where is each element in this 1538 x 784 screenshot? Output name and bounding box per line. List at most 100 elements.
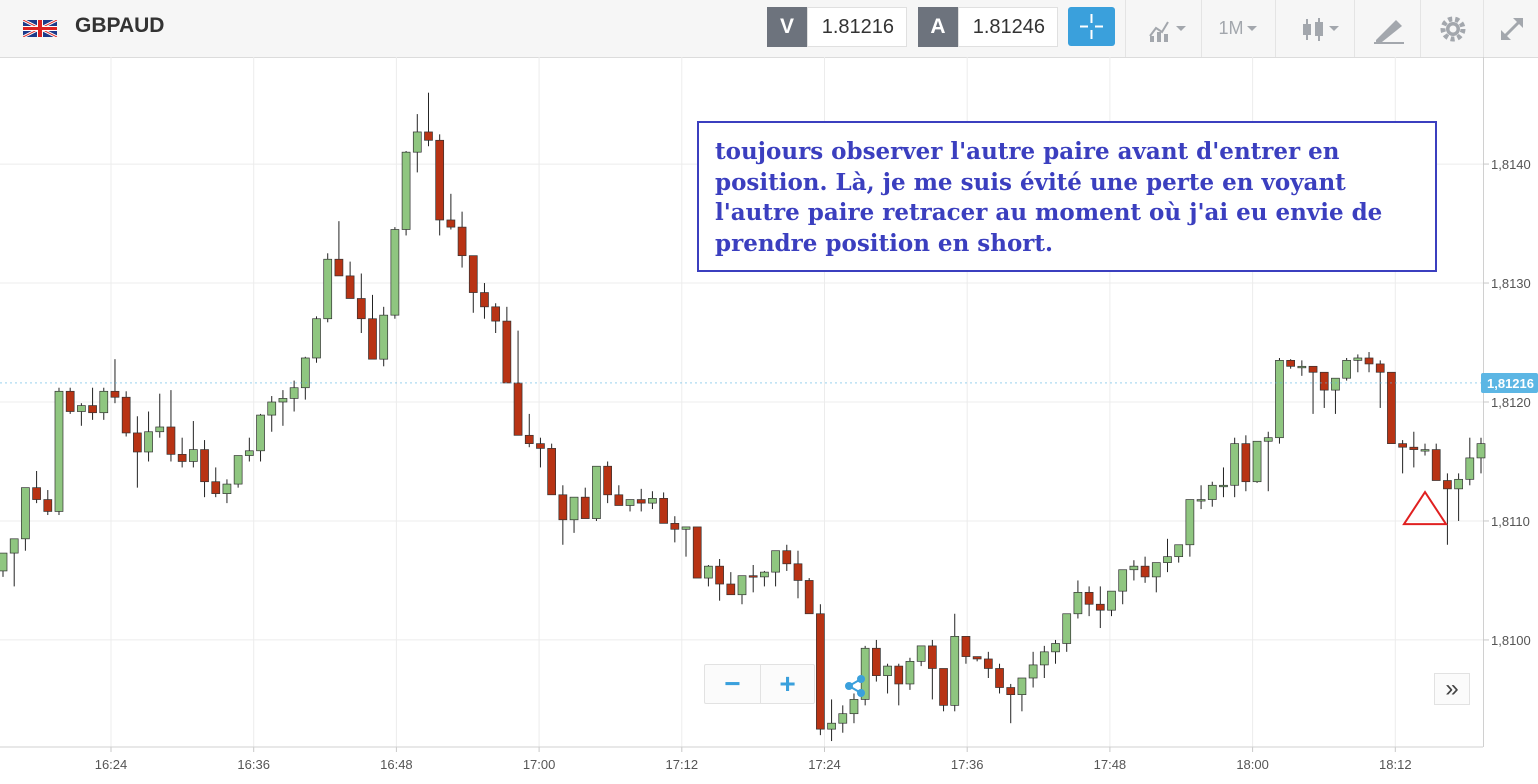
candle-bull[interactable]: [99, 390, 109, 414]
candle-bear[interactable]: [793, 563, 803, 581]
candle-bull[interactable]: [1107, 590, 1116, 611]
candle-bear[interactable]: [558, 494, 568, 521]
candle-bull[interactable]: [625, 499, 635, 506]
candle-bull[interactable]: [860, 647, 870, 700]
candle-bear[interactable]: [1319, 371, 1329, 391]
candle-bear[interactable]: [121, 396, 131, 434]
candle-bear[interactable]: [133, 432, 142, 453]
candle-bear[interactable]: [1140, 565, 1150, 578]
candle-bull[interactable]: [9, 538, 19, 554]
candle-bull[interactable]: [1465, 457, 1475, 480]
buy-price[interactable]: 1.81246: [958, 7, 1058, 47]
candle-bull[interactable]: [648, 498, 657, 504]
candle-bull[interactable]: [849, 699, 859, 715]
candle-bull[interactable]: [300, 357, 310, 389]
candle-bear[interactable]: [166, 426, 176, 455]
candle-bear[interactable]: [659, 498, 668, 524]
candle-bull[interactable]: [1017, 677, 1027, 696]
candle-bear[interactable]: [1286, 360, 1296, 367]
candle-bear[interactable]: [715, 565, 724, 585]
chart-type-button[interactable]: [1125, 0, 1202, 57]
candle-bull[interactable]: [592, 465, 601, 519]
candle-bear[interactable]: [177, 453, 187, 462]
candle-bear[interactable]: [726, 583, 736, 596]
sell-label[interactable]: V: [767, 7, 807, 47]
candle-bull[interactable]: [1297, 365, 1307, 369]
candle-bear[interactable]: [1375, 363, 1385, 373]
candle-bull[interactable]: [1039, 651, 1049, 666]
candle-bear[interactable]: [1241, 443, 1251, 483]
timeframe-button[interactable]: 1M: [1201, 0, 1276, 57]
candle-bull[interactable]: [222, 483, 232, 494]
candle-bull[interactable]: [188, 449, 198, 462]
candle-bull[interactable]: [771, 550, 780, 573]
candle-bear[interactable]: [995, 668, 1004, 688]
scroll-right-button[interactable]: »: [1434, 673, 1470, 705]
candle-bull[interactable]: [1331, 377, 1340, 391]
candle-bear[interactable]: [524, 434, 534, 444]
candle-bear[interactable]: [872, 647, 881, 676]
candle-bull[interactable]: [0, 552, 8, 572]
candle-bull[interactable]: [883, 665, 892, 676]
candle-bear[interactable]: [614, 494, 624, 506]
candle-bull[interactable]: [1353, 357, 1363, 361]
candle-bear[interactable]: [1308, 365, 1318, 373]
candle-bull[interactable]: [916, 645, 926, 662]
candle-bull[interactable]: [704, 565, 713, 579]
candle-bull[interactable]: [54, 390, 64, 512]
candle-bull[interactable]: [1118, 569, 1128, 592]
candle-bull[interactable]: [737, 575, 747, 596]
candle-bull[interactable]: [267, 401, 277, 416]
candle-bull[interactable]: [760, 571, 769, 578]
candle-bull[interactable]: [233, 455, 243, 485]
candle-style-button[interactable]: [1275, 0, 1355, 57]
sell-price[interactable]: 1.81216: [807, 7, 907, 47]
candle-bull[interactable]: [77, 405, 86, 412]
candle-bull[interactable]: [244, 450, 254, 456]
candle-bear[interactable]: [636, 499, 646, 504]
expand-button[interactable]: [1483, 0, 1538, 57]
candle-bear[interactable]: [1364, 357, 1374, 365]
candle-bull[interactable]: [1275, 360, 1284, 439]
zoom-out-button[interactable]: −: [705, 665, 761, 703]
zoom-in-button[interactable]: +: [779, 668, 796, 699]
candle-bull[interactable]: [827, 722, 836, 730]
candle-bear[interactable]: [211, 481, 221, 494]
candle-bull[interactable]: [278, 398, 288, 403]
candle-bear[interactable]: [88, 405, 97, 414]
candle-bear[interactable]: [345, 275, 355, 299]
candle-bear[interactable]: [1387, 371, 1396, 444]
candle-bear[interactable]: [804, 580, 814, 615]
candle-bear[interactable]: [1431, 449, 1441, 481]
candle-bull[interactable]: [379, 314, 389, 360]
candle-bear[interactable]: [32, 487, 41, 500]
candle-bull[interactable]: [1151, 562, 1161, 578]
candle-bear[interactable]: [972, 656, 982, 660]
candle-bull[interactable]: [1207, 484, 1217, 500]
candle-bull[interactable]: [1062, 613, 1072, 644]
candle-bear[interactable]: [816, 613, 825, 730]
candle-bear[interactable]: [894, 665, 904, 685]
candle-bear[interactable]: [536, 443, 545, 449]
candle-bull[interactable]: [1420, 449, 1430, 452]
candle-bull[interactable]: [1028, 664, 1038, 679]
candle-bear[interactable]: [424, 131, 433, 141]
candle-bear[interactable]: [435, 139, 445, 221]
candle-bull[interactable]: [1185, 499, 1195, 546]
candlestick-chart[interactable]: 1,8100 1,8110 1,8120 1,8130 1,8140 16:24 16:36…: [0, 57, 1538, 784]
candle-bear[interactable]: [480, 292, 489, 308]
candle-bear[interactable]: [491, 306, 501, 322]
candle-bear[interactable]: [1095, 603, 1105, 611]
candle-bear[interactable]: [468, 255, 478, 293]
candle-bear[interactable]: [446, 219, 456, 228]
candle-bull[interactable]: [569, 496, 579, 521]
candle-bear[interactable]: [961, 636, 971, 657]
candle-bull[interactable]: [1219, 484, 1228, 488]
crosshair-button[interactable]: [1068, 7, 1115, 46]
share-button[interactable]: [833, 668, 877, 704]
candle-bear[interactable]: [1084, 591, 1094, 605]
candle-bear[interactable]: [1006, 687, 1016, 696]
candle-bull[interactable]: [21, 487, 30, 540]
drawing-tools-button[interactable]: [1354, 0, 1421, 57]
candle-bull[interactable]: [312, 318, 321, 359]
